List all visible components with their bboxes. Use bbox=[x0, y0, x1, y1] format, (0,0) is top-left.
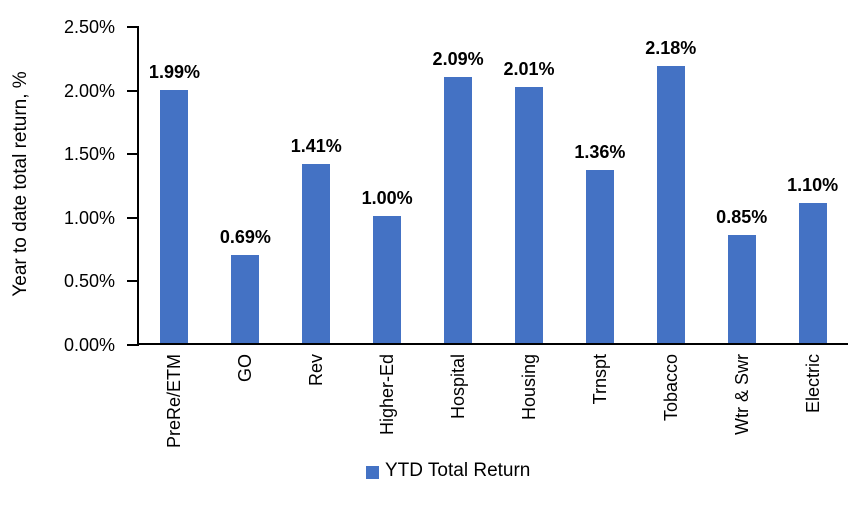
bar-Housing bbox=[514, 87, 543, 343]
x-slot: PreRe/ETM bbox=[139, 354, 210, 448]
bar-slot: 1.41% bbox=[281, 27, 352, 343]
bar-slot: 0.85% bbox=[706, 27, 777, 343]
bar-slot: 1.36% bbox=[564, 27, 635, 343]
bar-Electric bbox=[798, 203, 827, 343]
y-axis-tick bbox=[127, 344, 139, 346]
x-slot: GO bbox=[210, 354, 281, 448]
x-category-label: Housing bbox=[518, 354, 539, 421]
x-category-label: Electric bbox=[802, 354, 823, 414]
x-category-label: Tobacco bbox=[660, 354, 681, 422]
bar-value-label: 2.09% bbox=[432, 49, 484, 70]
bar-Hospital bbox=[444, 77, 473, 343]
x-slot: Wtr & Swr bbox=[706, 354, 777, 448]
x-slot: Trnspt bbox=[564, 354, 635, 448]
bar-slot: 2.01% bbox=[494, 27, 565, 343]
bar-Higher-Ed bbox=[373, 215, 402, 343]
plot-area: 1.99% 0.69% 1.41% 1.00% 2.09% 2.01% 1.36% 2.18%… bbox=[127, 26, 848, 346]
y-axis-title: Year to date total return, % bbox=[10, 71, 31, 297]
bar-value-label: 1.10% bbox=[787, 175, 839, 196]
bar-value-label: 0.85% bbox=[716, 206, 768, 227]
x-category-label: Rev bbox=[306, 354, 327, 387]
bar-slot: 1.10% bbox=[777, 27, 848, 343]
bar-value-label: 0.69% bbox=[219, 227, 271, 248]
x-category-label: Hospital bbox=[448, 354, 469, 420]
x-slot: Hospital bbox=[423, 354, 494, 448]
bar-PreRe/ETM bbox=[160, 89, 189, 343]
bar-GO bbox=[231, 255, 260, 343]
y-axis-tick bbox=[127, 26, 139, 28]
y-axis-tick bbox=[127, 89, 139, 92]
bar-value-label: 1.36% bbox=[574, 142, 626, 163]
y-axis-tick bbox=[127, 216, 139, 219]
x-category-label: PreRe/ETM bbox=[164, 354, 185, 449]
bar-value-label: 2.18% bbox=[645, 37, 697, 58]
x-category-label: Trnspt bbox=[589, 354, 610, 405]
y-tick-label: 0.50% bbox=[63, 271, 115, 292]
bar-Tobacco bbox=[656, 65, 685, 343]
y-tick-label: 2.00% bbox=[63, 80, 115, 101]
bar-value-label: 1.99% bbox=[148, 61, 200, 82]
bar-Trnspt bbox=[585, 170, 614, 343]
bar-value-label: 1.00% bbox=[361, 187, 413, 208]
x-slot: Electric bbox=[777, 354, 848, 448]
y-tick-label: 0.00% bbox=[63, 335, 115, 355]
y-tick-label: 2.50% bbox=[63, 17, 115, 37]
x-category-label: Wtr & Swr bbox=[731, 354, 752, 435]
x-category-label: Higher-Ed bbox=[377, 354, 398, 436]
x-slot: Tobacco bbox=[635, 354, 706, 448]
x-category-label: GO bbox=[235, 354, 256, 383]
y-tick-label: 1.00% bbox=[63, 207, 115, 228]
bar-slot: 2.09% bbox=[423, 27, 494, 343]
y-tick-label: 1.50% bbox=[63, 144, 115, 165]
bar-value-label: 1.41% bbox=[290, 135, 342, 156]
bar-Wtr & Swr bbox=[727, 234, 756, 343]
legend-label: YTD Total Return bbox=[385, 460, 531, 481]
y-axis-tick bbox=[127, 153, 139, 156]
bar-Rev bbox=[302, 163, 331, 343]
bar-slot: 1.99% bbox=[139, 27, 210, 343]
legend: YTD Total Return bbox=[366, 460, 530, 482]
bar-slot: 1.00% bbox=[352, 27, 423, 343]
x-slot: Higher-Ed bbox=[352, 354, 423, 448]
bar-value-label: 2.01% bbox=[503, 59, 555, 80]
legend-swatch-icon bbox=[366, 465, 379, 479]
bar-slot: 2.18% bbox=[635, 27, 706, 343]
x-slot: Housing bbox=[494, 354, 565, 448]
bar-slot: 0.69% bbox=[210, 27, 281, 343]
x-slot: Rev bbox=[281, 354, 352, 448]
y-axis-tick bbox=[127, 280, 139, 283]
x-axis-category-labels: PreRe/ETM GO Rev Higher-Ed Hospital Housing Tr… bbox=[139, 354, 848, 448]
